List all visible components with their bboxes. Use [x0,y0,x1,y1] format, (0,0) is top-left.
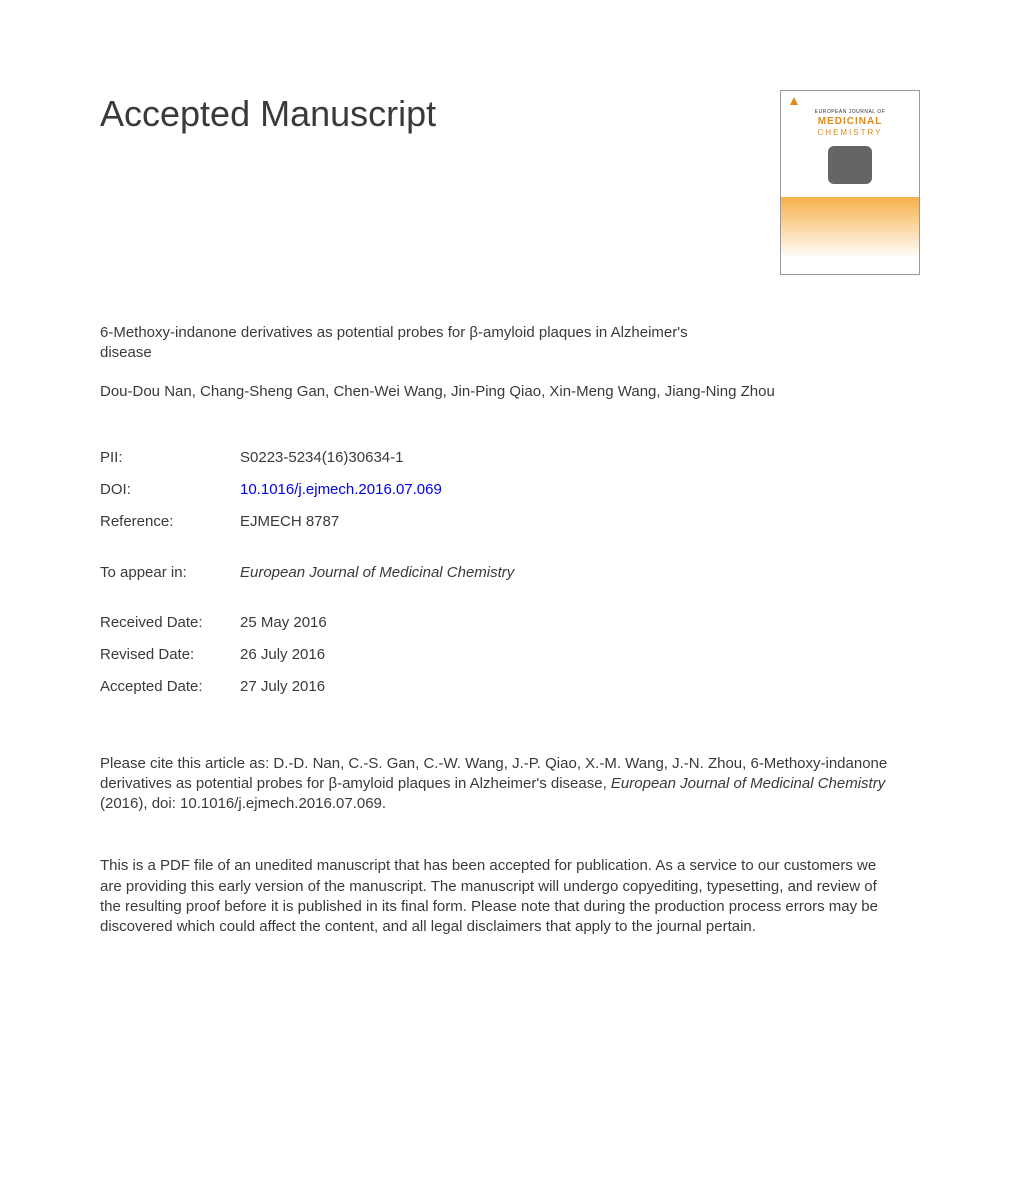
thumbnail-top: EUROPEAN JOURNAL OF MEDICINAL CHEMISTRY [781,91,919,197]
received-value: 25 May 2016 [240,589,514,639]
received-label: Received Date: [100,589,240,639]
reference-value: EJMECH 8787 [240,506,514,538]
author-list: Dou-Dou Nan, Chang-Sheng Gan, Chen-Wei W… [100,382,800,402]
meta-row-doi: DOI: 10.1016/j.ejmech.2016.07.069 [100,474,514,506]
meta-row-received: Received Date: 25 May 2016 [100,589,514,639]
thumbnail-line1: EUROPEAN JOURNAL OF [781,109,919,115]
accepted-label: Accepted Date: [100,671,240,703]
thumbnail-line2: MEDICINAL [781,116,919,128]
appear-label: To appear in: [100,539,240,589]
revised-value: 26 July 2016 [240,639,514,671]
reference-label: Reference: [100,506,240,538]
pii-label: PII: [100,442,240,474]
meta-row-reference: Reference: EJMECH 8787 [100,506,514,538]
citation-block: Please cite this article as: D.-D. Nan, … [100,754,890,815]
meta-row-accepted: Accepted Date: 27 July 2016 [100,671,514,703]
meta-row-appear: To appear in: European Journal of Medici… [100,539,514,589]
page-heading: Accepted Manuscript [100,90,436,139]
elsevier-tree-icon [787,97,797,109]
meta-row-revised: Revised Date: 26 July 2016 [100,639,514,671]
appear-value: European Journal of Medicinal Chemistry [240,564,514,581]
journal-cover-thumbnail: EUROPEAN JOURNAL OF MEDICINAL CHEMISTRY [780,90,920,275]
revised-label: Revised Date: [100,639,240,671]
disclaimer-text: This is a PDF file of an unedited manusc… [100,856,900,937]
thumbnail-gradient [781,197,919,274]
pii-value: S0223-5234(16)30634-1 [240,442,514,474]
accepted-value: 27 July 2016 [240,671,514,703]
thumbnail-line3: CHEMISTRY [781,128,919,138]
meta-row-pii: PII: S0223-5234(16)30634-1 [100,442,514,474]
article-title: 6-Methoxy-indanone derivatives as potent… [100,323,720,364]
citation-suffix: (2016), doi: 10.1016/j.ejmech.2016.07.06… [100,795,386,812]
metadata-table: PII: S0223-5234(16)30634-1 DOI: 10.1016/… [100,442,514,704]
header-row: Accepted Manuscript EUROPEAN JOURNAL OF … [100,90,920,275]
doi-link[interactable]: 10.1016/j.ejmech.2016.07.069 [240,481,442,498]
doi-label: DOI: [100,474,240,506]
citation-journal: European Journal of Medicinal Chemistry [611,775,885,792]
molecule-graphic-icon [828,146,872,184]
